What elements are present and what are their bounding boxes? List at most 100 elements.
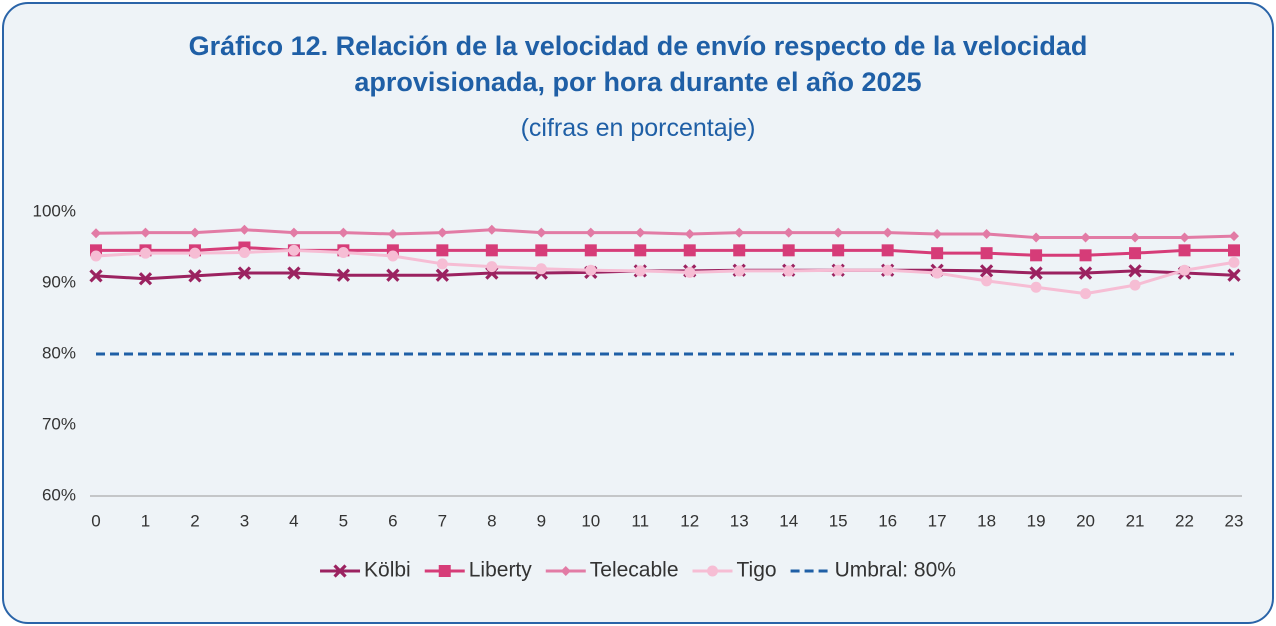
data-point (1031, 232, 1042, 243)
data-point (585, 264, 597, 276)
data-point (90, 250, 102, 262)
x-tick-label: 7 (438, 511, 447, 530)
chart-subtitle: (cifras en porcentaje) (520, 114, 756, 142)
data-point (189, 247, 201, 259)
x-tick-label: 16 (878, 511, 897, 530)
data-point (1227, 268, 1241, 282)
x-tick-label: 3 (240, 511, 249, 530)
legend-label: Umbral: 80% (835, 559, 956, 582)
data-point (188, 269, 202, 283)
data-point (1129, 247, 1142, 260)
data-point (386, 268, 400, 282)
legend-label: Kölbi (364, 559, 411, 582)
data-point (1030, 249, 1043, 262)
data-point (733, 265, 745, 277)
data-point (1078, 266, 1093, 280)
data-point (782, 244, 795, 257)
y-tick-label: 100% (33, 201, 76, 220)
legend-marker (560, 566, 571, 576)
data-point (1079, 249, 1092, 262)
data-point (387, 250, 399, 262)
x-tick-label: 22 (1175, 511, 1194, 530)
x-tick-label: 8 (487, 511, 496, 530)
legend-label: Telecable (590, 559, 679, 582)
data-point (684, 229, 695, 240)
series-line (95, 228, 1235, 240)
data-point (1128, 264, 1142, 278)
data-point (387, 229, 398, 240)
data-point (485, 244, 498, 257)
x-tick-label: 15 (829, 511, 848, 530)
data-point (238, 246, 250, 258)
x-tick-label: 19 (1027, 511, 1046, 530)
data-point (1179, 264, 1191, 276)
data-point (536, 227, 547, 238)
data-point (734, 227, 745, 238)
data-point (684, 266, 696, 278)
data-point (1129, 279, 1141, 291)
data-point (979, 264, 994, 278)
data-point (288, 244, 300, 256)
legend-marker (333, 564, 347, 578)
data-point (832, 244, 845, 257)
x-tick-label: 12 (680, 511, 699, 530)
x-tick-label: 6 (388, 511, 397, 530)
x-tick-label: 5 (339, 511, 348, 530)
y-tick-label: 90% (42, 272, 76, 291)
data-point (535, 263, 547, 275)
data-point (931, 247, 944, 260)
legend-marker (438, 565, 451, 577)
data-point (1080, 232, 1091, 243)
data-point (932, 229, 943, 240)
data-point (89, 269, 103, 283)
data-point (980, 247, 993, 260)
data-point (1130, 232, 1141, 243)
data-point (1030, 281, 1042, 293)
data-point (1178, 244, 1191, 257)
data-point (783, 265, 795, 277)
x-tick-label: 2 (190, 511, 199, 530)
chart-title: Gráfico 12. Relación de la velocidad de … (188, 31, 1088, 97)
data-point (138, 272, 153, 286)
x-tick-label: 23 (1225, 511, 1244, 530)
x-tick-label: 11 (631, 511, 649, 530)
data-point (1080, 288, 1092, 300)
data-point (435, 268, 449, 282)
data-point (1179, 232, 1190, 243)
data-point (585, 227, 596, 238)
y-tick-label: 80% (42, 343, 76, 362)
x-tick-label: 21 (1126, 511, 1145, 530)
data-point (436, 258, 448, 270)
data-point (337, 246, 349, 258)
data-point (981, 229, 992, 240)
data-point (832, 264, 844, 276)
data-point (437, 227, 448, 238)
x-tick-label: 20 (1076, 511, 1095, 530)
data-point (783, 227, 794, 238)
data-point (287, 266, 301, 280)
data-point (237, 266, 252, 280)
data-point (733, 244, 746, 257)
x-tick-label: 9 (537, 511, 546, 530)
data-point (535, 244, 548, 257)
data-point (189, 227, 200, 238)
data-point (1228, 244, 1240, 257)
data-point (931, 267, 943, 279)
data-point (288, 227, 299, 238)
x-tick-label: 13 (730, 511, 749, 530)
legend-label: Liberty (469, 559, 533, 582)
data-point (634, 265, 646, 277)
data-point (486, 261, 498, 273)
legend-label: Tigo (737, 559, 777, 582)
y-tick-label: 60% (42, 485, 76, 504)
data-point (981, 275, 993, 287)
data-point (882, 227, 893, 238)
data-point (584, 244, 597, 257)
data-point (239, 224, 250, 235)
data-point (338, 227, 349, 238)
x-tick-label: 14 (779, 511, 798, 530)
x-tick-label: 1 (141, 511, 150, 530)
y-tick-label: 70% (42, 414, 76, 433)
